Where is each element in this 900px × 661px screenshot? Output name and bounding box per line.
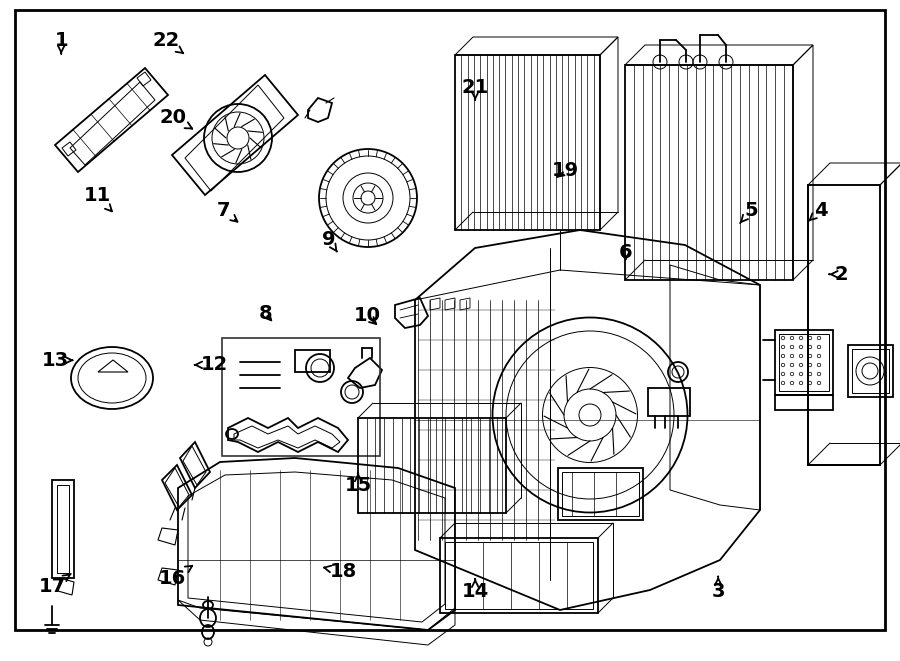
Text: 1: 1 bbox=[54, 32, 68, 54]
Text: 12: 12 bbox=[194, 356, 228, 374]
Text: 5: 5 bbox=[740, 201, 759, 223]
Text: 18: 18 bbox=[324, 563, 357, 581]
Text: 22: 22 bbox=[153, 32, 184, 54]
Bar bbox=[295, 350, 330, 372]
Bar bbox=[558, 468, 643, 520]
Bar bbox=[775, 395, 833, 410]
Text: 3: 3 bbox=[712, 576, 725, 601]
Text: 21: 21 bbox=[462, 78, 489, 100]
Text: 13: 13 bbox=[42, 351, 73, 369]
Text: 14: 14 bbox=[462, 579, 489, 601]
Text: 16: 16 bbox=[159, 566, 193, 588]
Bar bbox=[222, 338, 380, 456]
Text: 6: 6 bbox=[618, 243, 633, 262]
Text: 10: 10 bbox=[354, 307, 381, 325]
Bar bbox=[57, 485, 69, 573]
Bar bbox=[648, 388, 690, 416]
Bar bbox=[455, 55, 600, 230]
Text: 11: 11 bbox=[84, 186, 112, 212]
Text: 8: 8 bbox=[258, 305, 273, 323]
Text: 19: 19 bbox=[552, 161, 579, 180]
Text: 17: 17 bbox=[39, 574, 71, 596]
Text: 9: 9 bbox=[322, 230, 337, 252]
Bar bbox=[358, 418, 506, 513]
Bar bbox=[562, 472, 639, 516]
Bar bbox=[779, 334, 829, 391]
Text: 20: 20 bbox=[159, 108, 193, 129]
Text: 15: 15 bbox=[345, 473, 372, 495]
Text: 4: 4 bbox=[809, 201, 828, 221]
Bar bbox=[808, 185, 880, 465]
Bar bbox=[775, 330, 833, 395]
Bar bbox=[848, 345, 893, 397]
Bar bbox=[440, 538, 598, 613]
Bar bbox=[852, 349, 889, 393]
Bar bbox=[52, 480, 74, 578]
Text: 2: 2 bbox=[829, 265, 849, 284]
Text: 7: 7 bbox=[216, 201, 238, 221]
Bar bbox=[445, 542, 593, 609]
Bar bbox=[625, 65, 793, 280]
